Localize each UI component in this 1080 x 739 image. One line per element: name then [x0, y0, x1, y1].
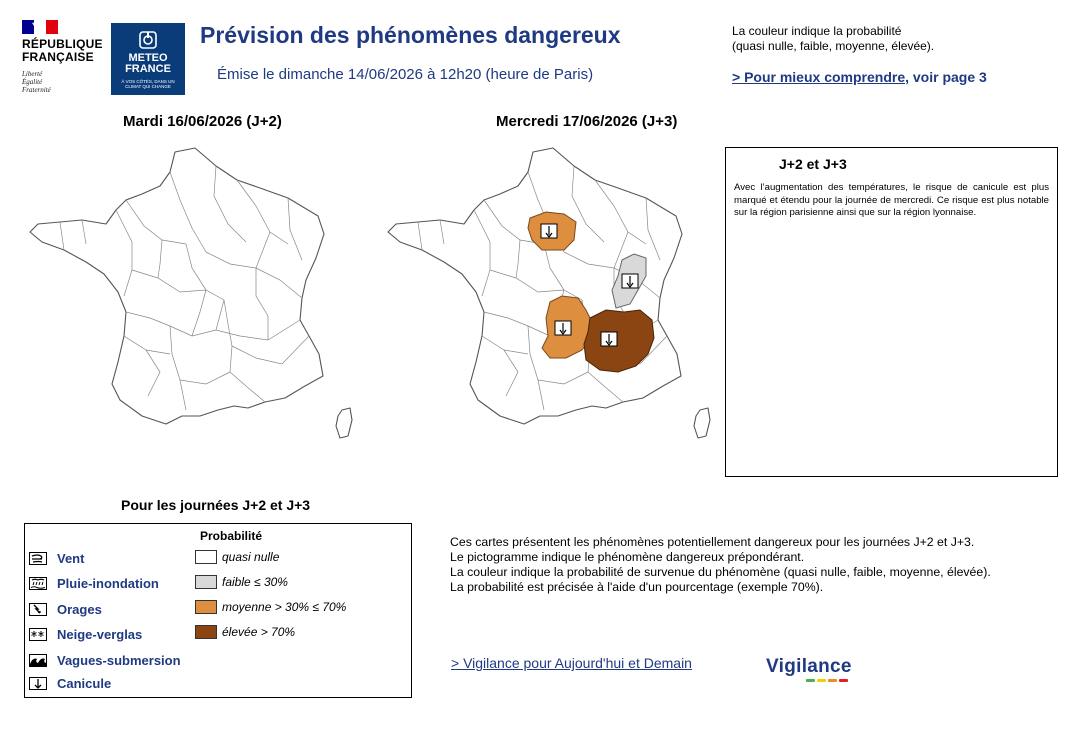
- marianne-flag-icon: [22, 20, 58, 34]
- heatwave-icon: [621, 273, 639, 289]
- legend-label-neige: Neige-verglas: [57, 627, 143, 642]
- explanation-text: Ces cartes présentent les phénomènes pot…: [450, 535, 991, 594]
- prob-label-moyenne: moyenne > 30% ≤ 70%: [222, 600, 347, 614]
- swatch-faible: [195, 575, 217, 589]
- vigilance-logo-word: Vigilance: [766, 656, 852, 677]
- prob-label-quasi-nulle: quasi nulle: [222, 550, 280, 564]
- probability-note: La couleur indique la probabilité (quasi…: [732, 24, 935, 53]
- commentary-text: Avec l’augmentation des températures, le…: [734, 182, 1049, 218]
- comprendre-link[interactable]: > Pour mieux comprendre, voir page 3: [732, 69, 987, 85]
- comprendre-link-suffix: , voir page 3: [905, 69, 987, 85]
- legend-prob-moyenne: moyenne > 30% ≤ 70%: [195, 600, 346, 614]
- legend-item-vagues: Vagues-submersion: [29, 653, 181, 668]
- meteo-france-tagline: À VOS CÔTÉS, DANS UN CLIMAT QUI CHANGE: [121, 79, 175, 89]
- legend-item-neige: Neige-verglas: [29, 627, 142, 642]
- legend-item-orages: Orages: [29, 602, 102, 617]
- mainland-france: [29, 147, 325, 425]
- zone-lyon-elevee: [583, 309, 655, 373]
- france-map-j2-svg: [29, 147, 353, 439]
- storm-icon: [29, 603, 47, 616]
- legend-item-vent: Vent: [29, 551, 84, 566]
- legend-label-vent: Vent: [57, 551, 85, 566]
- commentary-box: J+2 et J+3 Avec l’augmentation des tempé…: [725, 147, 1058, 477]
- commentary-heading: J+2 et J+3: [779, 156, 847, 172]
- corsica: [693, 407, 711, 439]
- republique-name: RÉPUBLIQUE FRANÇAISE: [22, 37, 103, 64]
- probability-heading: Probabilité: [200, 529, 263, 543]
- comprendre-link-text[interactable]: > Pour mieux comprendre: [732, 69, 906, 85]
- swatch-quasi-nulle: [195, 550, 217, 564]
- rain-flood-icon: [29, 577, 47, 590]
- waves-icon: [29, 654, 47, 667]
- legend-prob-elevee: élevée > 70%: [195, 625, 295, 639]
- wind-icon: [29, 552, 47, 565]
- vigilance-link[interactable]: > Vigilance pour Aujourd'hui et Demain: [451, 655, 692, 671]
- france-map-j3[interactable]: [378, 140, 713, 440]
- legend-title: Pour les journées J+2 et J+3: [121, 497, 311, 513]
- france-map-j3-svg: [387, 147, 711, 439]
- legend-label-orages: Orages: [57, 602, 102, 617]
- legend-item-canicule: Canicule: [29, 676, 111, 691]
- heatwave-icon: [554, 320, 572, 336]
- legend-item-pluie: Pluie-inondation: [29, 576, 159, 591]
- meteo-france-logo: METEO FRANCE À VOS CÔTÉS, DANS UN CLIMAT…: [111, 23, 185, 95]
- legend-label-vagues: Vagues-submersion: [57, 653, 181, 668]
- legend-label-canicule: Canicule: [57, 676, 112, 691]
- heatwave-icon: [29, 677, 47, 690]
- legend-prob-faible: faible ≤ 30%: [195, 575, 288, 589]
- map-title-j2: Mardi 16/06/2026 (J+2): [123, 113, 282, 130]
- france-map-j2[interactable]: [20, 140, 355, 440]
- legend-label-pluie: Pluie-inondation: [57, 576, 159, 591]
- republique-francaise-logo: RÉPUBLIQUE FRANÇAISE Liberté Égalité Fra…: [22, 20, 108, 98]
- prob-label-elevee: élevée > 70%: [222, 625, 296, 639]
- vigilance-logo: Vigilance: [766, 656, 862, 684]
- prob-label-faible: faible ≤ 30%: [222, 575, 288, 589]
- republique-motto: Liberté Égalité Fraternité: [22, 70, 51, 94]
- page-title: Prévision des phénomènes dangereux: [200, 22, 621, 48]
- swatch-moyenne: [195, 600, 217, 614]
- emission-date: Émise le dimanche 14/06/2026 à 12h20 (he…: [217, 66, 594, 83]
- vigilance-color-bar: [806, 679, 862, 682]
- map-title-j3: Mercredi 17/06/2026 (J+3): [496, 113, 678, 130]
- legend-box: Probabilité Vent Pluie-inondation Orages…: [24, 523, 412, 698]
- heatwave-icon: [600, 331, 618, 347]
- snow-ice-icon: [29, 628, 47, 641]
- corsica: [335, 407, 353, 439]
- meteo-france-icon: [139, 31, 157, 49]
- legend-prob-quasi-nulle: quasi nulle: [195, 550, 279, 564]
- meteo-france-name: METEO FRANCE: [125, 52, 171, 75]
- heatwave-icon: [540, 223, 558, 239]
- swatch-elevee: [195, 625, 217, 639]
